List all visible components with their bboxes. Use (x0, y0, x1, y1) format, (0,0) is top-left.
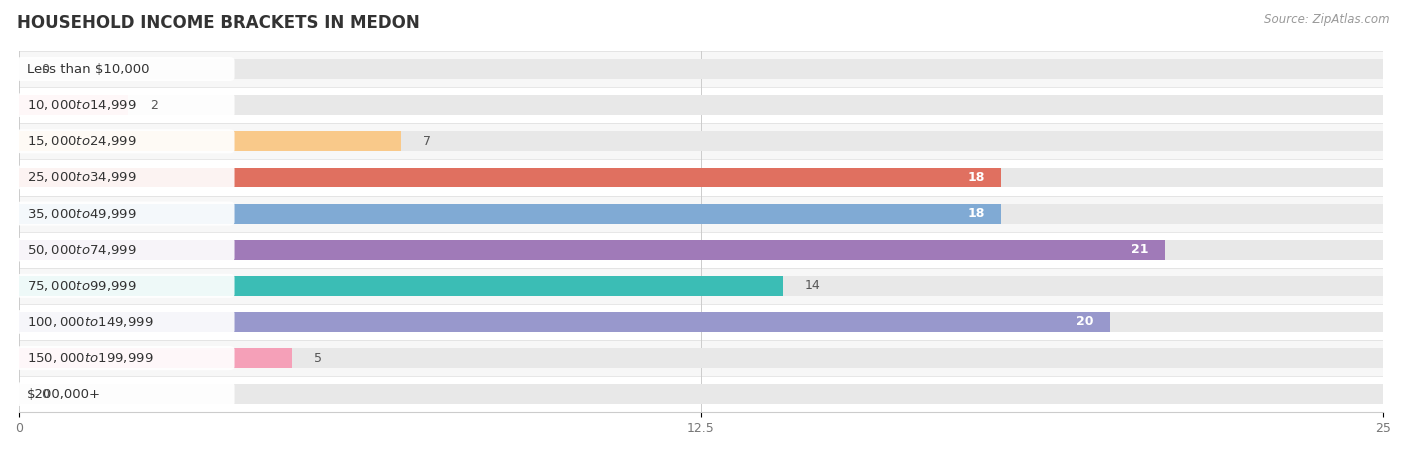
Bar (20, 131, 1384, 151)
Text: 20: 20 (1077, 315, 1094, 328)
Text: $50,000 to $74,999: $50,000 to $74,999 (27, 243, 136, 256)
FancyBboxPatch shape (17, 274, 235, 298)
Bar (20, 348, 1384, 368)
Bar (20, 276, 783, 296)
Bar (20, 384, 1384, 404)
FancyBboxPatch shape (20, 232, 1384, 268)
FancyBboxPatch shape (17, 57, 235, 81)
Text: 14: 14 (804, 279, 821, 292)
Bar (20, 131, 401, 151)
Text: $150,000 to $199,999: $150,000 to $199,999 (27, 351, 153, 365)
Text: 18: 18 (967, 171, 984, 184)
FancyBboxPatch shape (20, 376, 1384, 412)
Text: $10,000 to $14,999: $10,000 to $14,999 (27, 98, 136, 112)
FancyBboxPatch shape (20, 340, 1384, 376)
Text: Source: ZipAtlas.com: Source: ZipAtlas.com (1264, 14, 1389, 27)
Text: Less than $10,000: Less than $10,000 (27, 63, 149, 76)
FancyBboxPatch shape (20, 268, 1384, 304)
FancyBboxPatch shape (17, 202, 235, 225)
Bar (20, 204, 1384, 224)
Bar (20, 204, 1001, 224)
FancyBboxPatch shape (17, 382, 235, 406)
Text: $200,000+: $200,000+ (27, 388, 101, 400)
FancyBboxPatch shape (20, 304, 1384, 340)
Text: $100,000 to $149,999: $100,000 to $149,999 (27, 315, 153, 329)
Text: 21: 21 (1130, 243, 1149, 256)
FancyBboxPatch shape (17, 166, 235, 189)
Text: 5: 5 (314, 351, 322, 364)
FancyBboxPatch shape (17, 238, 235, 262)
Text: $15,000 to $24,999: $15,000 to $24,999 (27, 134, 136, 148)
FancyBboxPatch shape (20, 51, 1384, 87)
Bar (20, 312, 1111, 332)
Text: 7: 7 (423, 135, 430, 148)
FancyBboxPatch shape (20, 123, 1384, 159)
FancyBboxPatch shape (17, 129, 235, 153)
Bar (20, 95, 1384, 115)
Bar (20, 312, 1384, 332)
FancyBboxPatch shape (17, 93, 235, 117)
Bar (20, 348, 292, 368)
Text: HOUSEHOLD INCOME BRACKETS IN MEDON: HOUSEHOLD INCOME BRACKETS IN MEDON (17, 14, 419, 32)
Bar (20, 240, 1164, 260)
Bar (20, 167, 1384, 187)
Bar (20, 240, 1384, 260)
Text: 2: 2 (150, 99, 157, 112)
FancyBboxPatch shape (20, 159, 1384, 195)
Text: $35,000 to $49,999: $35,000 to $49,999 (27, 207, 136, 220)
Text: $75,000 to $99,999: $75,000 to $99,999 (27, 279, 136, 293)
FancyBboxPatch shape (17, 310, 235, 334)
Bar (20, 59, 1384, 79)
Bar (20, 167, 1001, 187)
Text: 0: 0 (41, 388, 49, 400)
Text: $25,000 to $34,999: $25,000 to $34,999 (27, 171, 136, 184)
Text: 0: 0 (41, 63, 49, 76)
FancyBboxPatch shape (17, 346, 235, 370)
Text: 18: 18 (967, 207, 984, 220)
FancyBboxPatch shape (20, 87, 1384, 123)
FancyBboxPatch shape (20, 195, 1384, 232)
Bar (20, 95, 128, 115)
Bar (20, 276, 1384, 296)
